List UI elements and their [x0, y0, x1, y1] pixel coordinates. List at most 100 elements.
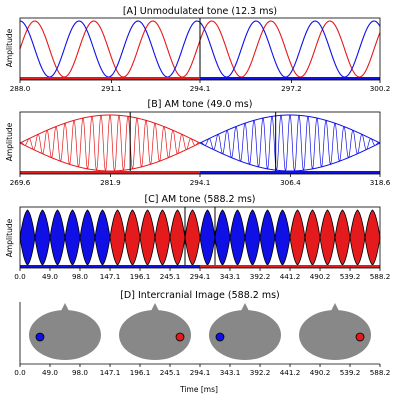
- am-lobe: [124, 209, 141, 266]
- xtick-label: 343.1: [220, 272, 241, 281]
- xtick-label: 588.2: [370, 368, 391, 377]
- panel-a-plot: [19, 17, 381, 81]
- am-lobe: [19, 209, 36, 266]
- am-lobe: [334, 209, 351, 266]
- am-lobe: [64, 209, 81, 266]
- xtick-label: 245.1: [160, 272, 181, 281]
- am-lobe: [34, 209, 51, 266]
- panel-a-title: [A] Unmodulated tone (12.3 ms): [123, 6, 277, 17]
- am-lobe: [109, 209, 126, 266]
- source-dot: [215, 332, 225, 342]
- nose-icon: [331, 303, 340, 311]
- xtick-label: 294.1: [190, 272, 211, 281]
- xtick-label: 343.1: [220, 368, 241, 377]
- xtick-label: 98.0: [72, 272, 88, 281]
- panel-d-xticks: 0.0 49.0 98.0 147.1 196.1 245.1 294.1 343.1 392.…: [14, 364, 390, 377]
- panel-b-xticks: 269.6 281.9 294.1 306.4 318.6: [10, 174, 391, 187]
- xtick-label: 588.2: [370, 272, 391, 281]
- xtick-label: 49.0: [42, 272, 58, 281]
- head-icon: [208, 310, 281, 360]
- head-icon: [28, 310, 101, 360]
- xtick-label: 291.1: [101, 84, 122, 93]
- am-lobe: [94, 209, 111, 266]
- panel-c: [C] AM tone (588.2 ms) Amplitude 0.0 49.0…: [5, 194, 390, 281]
- xtick-label: 392.2: [250, 368, 271, 377]
- source-dot: [175, 332, 185, 342]
- am-lobe: [364, 209, 381, 266]
- panel-b-title: [B] AM tone (49.0 ms): [148, 99, 253, 110]
- panel-d-xlabel: Time [ms]: [179, 385, 218, 394]
- am-lobe: [139, 209, 156, 266]
- xtick-label: 147.1: [100, 368, 121, 377]
- xtick-label: 294.1: [190, 368, 211, 377]
- carrier-line: [199, 114, 381, 172]
- xtick-label: 539.2: [340, 368, 361, 377]
- panel-c-xticks: 0.0 49.0 98.0 147.1 196.1 245.1 294.1 343.1 392.…: [14, 268, 390, 281]
- source-dot: [355, 332, 365, 342]
- xtick-label: 245.1: [160, 368, 181, 377]
- xtick-label: 269.6: [10, 178, 31, 187]
- panel-a-ylabel: Amplitude: [5, 28, 14, 67]
- am-lobe: [49, 209, 66, 266]
- xtick-label: 539.2: [340, 272, 361, 281]
- xtick-label: 392.2: [250, 272, 271, 281]
- ear-bar-left: [20, 265, 200, 268]
- envelope-upper: [19, 114, 201, 144]
- am-lobe: [154, 209, 171, 266]
- carrier-line: [19, 114, 201, 172]
- xtick-label: 297.2: [281, 84, 302, 93]
- nose-icon: [60, 303, 69, 311]
- xtick-label: 196.1: [130, 272, 151, 281]
- xtick-label: 98.0: [72, 368, 88, 377]
- am-lobe: [214, 209, 231, 266]
- ear-bar-right: [200, 171, 380, 174]
- am-lobe: [229, 209, 246, 266]
- xtick-label: 490.2: [310, 272, 331, 281]
- ear-bar-left: [20, 77, 200, 80]
- panel-d-plot: [19, 302, 380, 365]
- nose-icon: [151, 303, 160, 311]
- envelope-lower: [19, 142, 201, 172]
- xtick-label: 0.0: [14, 272, 26, 281]
- am-lobe: [199, 209, 216, 266]
- panel-b-plot: [19, 111, 381, 175]
- panel-c-ylabel: Amplitude: [5, 218, 14, 257]
- xtick-label: 318.6: [370, 178, 391, 187]
- xtick-label: 300.2: [370, 84, 391, 93]
- xtick-label: 281.9: [100, 178, 121, 187]
- panel-a-xticks: 288.0 291.1 294.1 297.2 300.2: [10, 80, 391, 93]
- xtick-label: 288.0: [10, 84, 31, 93]
- am-lobe: [244, 209, 261, 266]
- source-dot: [35, 332, 45, 342]
- xtick-label: 441.2: [280, 368, 301, 377]
- am-lobe: [304, 209, 321, 266]
- xtick-label: 306.4: [280, 178, 301, 187]
- panel-d-title: [D] Intercranial Image (588.2 ms): [120, 290, 280, 301]
- envelope-lower: [199, 142, 381, 172]
- xtick-label: 196.1: [130, 368, 151, 377]
- am-lobe: [259, 209, 276, 266]
- ear-bar-right: [200, 77, 380, 80]
- panel-c-plot: [19, 206, 381, 269]
- xtick-label: 441.2: [280, 272, 301, 281]
- ear-bar-left: [20, 171, 200, 174]
- xtick-label: 0.0: [14, 368, 26, 377]
- am-lobe: [274, 209, 291, 266]
- envelope-upper: [199, 114, 381, 144]
- xtick-label: 294.1: [190, 178, 211, 187]
- am-lobe: [289, 209, 306, 266]
- panel-b-ylabel: Amplitude: [5, 122, 14, 161]
- xtick-label: 49.0: [42, 368, 58, 377]
- am-lobe: [319, 209, 336, 266]
- head-icon: [119, 310, 192, 360]
- xtick-label: 147.1: [100, 272, 121, 281]
- am-lobe: [184, 209, 201, 266]
- head-icon: [299, 310, 372, 360]
- panel-c-title: [C] AM tone (588.2 ms): [144, 194, 255, 205]
- xtick-label: 294.1: [190, 84, 211, 93]
- panel-b: [B] AM tone (49.0 ms) Amplitude 269.6 281…: [5, 99, 391, 187]
- am-lobe: [79, 209, 96, 266]
- panel-a: [A] Unmodulated tone (12.3 ms) Amplitude…: [5, 6, 390, 93]
- ear-bar-right: [200, 265, 380, 268]
